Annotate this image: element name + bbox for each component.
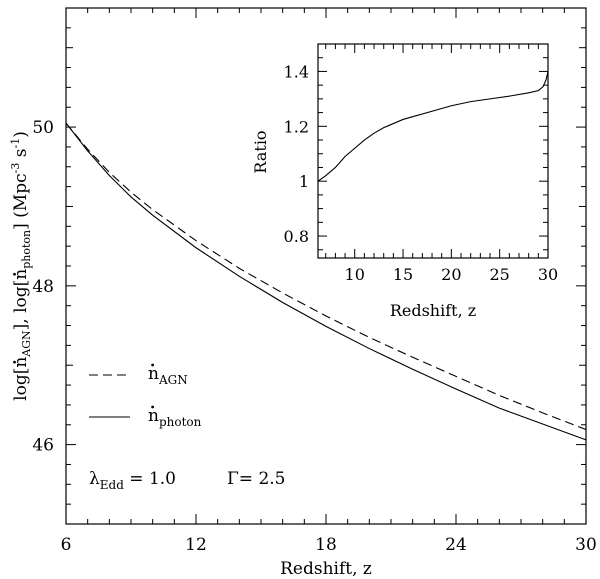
inset-series-line-ratio xyxy=(317,71,549,182)
series-line-photon xyxy=(65,122,587,441)
inset-x-tick-label: 20 xyxy=(441,265,461,284)
x-tick-label: 30 xyxy=(575,535,597,555)
x-tick-label: 6 xyxy=(61,535,72,555)
y-axis-title-sub-agn: AGN xyxy=(20,330,33,358)
y-axis-title-dots xyxy=(13,272,16,364)
annotation-lambda-symbol: λ xyxy=(89,469,100,489)
annotation-lambda-value: = 1.0 xyxy=(124,469,176,489)
y-axis-title-n-photon: n xyxy=(11,269,31,280)
legend-sub: AGN xyxy=(158,373,188,387)
y-axis-title-dot xyxy=(13,360,16,364)
inset-y-tick-label: 0.8 xyxy=(284,227,309,246)
inset-frame xyxy=(317,43,549,259)
legend-label-photon: nphoton xyxy=(148,406,202,429)
y-tick-label: 50 xyxy=(32,118,54,138)
inset-x-tick-label: 25 xyxy=(490,265,510,284)
legend-symbol: n xyxy=(148,406,159,426)
inset-y-tick-label: 1.4 xyxy=(284,62,309,81)
annotation-lambda-sub: Edd xyxy=(100,478,124,492)
inset-y-tick-label: 1 xyxy=(299,172,309,191)
x-axis-title: Redshift, z xyxy=(280,559,372,579)
legend-sub: photon xyxy=(159,415,202,429)
x-tick-label: 24 xyxy=(445,535,467,555)
y-axis-title: log[nAGN], log[nphoton] (Mpc-3 s-1) xyxy=(9,131,33,401)
y-axis-title-n-agn: n xyxy=(11,357,31,368)
series-line-agn xyxy=(65,122,587,431)
y-axis-title-text: ], log[ xyxy=(11,280,31,331)
annotation-gamma: Γ= 2.5 xyxy=(227,469,285,489)
legend-symbol-dot xyxy=(151,363,155,367)
inset-x-axis-title: Redshift, z xyxy=(390,301,476,320)
y-axis-title-text: ] (Mpc xyxy=(11,173,31,229)
inset-x-tick-label: 15 xyxy=(393,265,413,284)
y-axis-title-text: ) xyxy=(11,131,31,138)
legend-symbol-dot xyxy=(151,405,155,409)
y-axis-title-text: s xyxy=(11,149,31,163)
inset-x-tick-label: 10 xyxy=(345,265,365,284)
inset-y-tick-label: 1.2 xyxy=(284,117,309,136)
y-axis-title-sub-photon: photon xyxy=(20,230,33,269)
inset-plot: 10 15 20 25 30 0.8 1 1.2 1.4 Redshift, z Ratio xyxy=(251,43,558,320)
legend-symbol: n xyxy=(148,364,159,384)
x-tick-label: 12 xyxy=(185,535,207,555)
inset-x-tick-label: 30 xyxy=(538,265,558,284)
y-tick-label: 48 xyxy=(32,277,54,297)
annotation-lambda: λEdd = 1.0 xyxy=(89,469,176,492)
y-axis-title-text: log[ xyxy=(11,368,31,401)
y-tick-label: 46 xyxy=(32,436,54,456)
x-tick-label: 18 xyxy=(315,535,337,555)
y-axis-title-dot xyxy=(13,272,16,276)
legend-label-agn: nAGN xyxy=(148,364,188,387)
y-axis-title-sup: -3 xyxy=(9,163,22,174)
inset-y-axis-title: Ratio xyxy=(251,130,270,173)
y-axis-title-sup: -1 xyxy=(9,138,22,149)
